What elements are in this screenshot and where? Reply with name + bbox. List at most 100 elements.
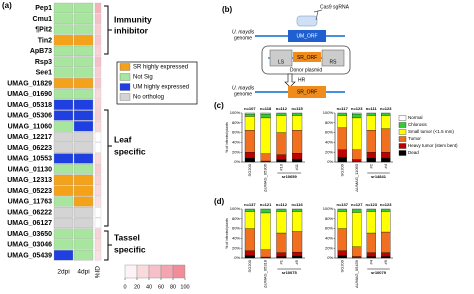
bar-segment	[276, 252, 287, 257]
ls-label: LS	[278, 59, 285, 65]
x-tick-label: ΔUMAG_05439	[354, 259, 359, 288]
bar-segment	[337, 255, 347, 259]
identity-cell	[94, 174, 102, 186]
bar-segment	[260, 249, 271, 258]
group-label: specific	[114, 244, 146, 254]
genome-label: genome	[234, 35, 252, 41]
bar-segment	[292, 208, 303, 212]
sr-orf	[288, 86, 326, 98]
legend-swatch	[398, 129, 407, 135]
heatmap-cell	[73, 99, 94, 110]
heatmap-cell	[73, 121, 94, 132]
colorbar-segment	[136, 264, 150, 279]
sr-orf-label: SR_ORF	[297, 89, 317, 95]
bar-segment	[292, 115, 303, 131]
x-tick-label: SG200	[247, 259, 252, 272]
colorbar-tick-label: 20	[134, 284, 140, 290]
bar-segment	[244, 255, 255, 259]
y-tick-label: 100%	[323, 206, 334, 211]
row-label: Cmu1	[33, 16, 53, 23]
bar-segment	[276, 208, 287, 212]
bar-segment	[381, 231, 391, 253]
heatmap-cell	[53, 239, 74, 250]
bar-segment	[292, 158, 303, 163]
legend-swatch	[119, 83, 131, 91]
n-label: n=121	[260, 202, 272, 207]
bar-segment	[260, 212, 271, 250]
row-label: UMAG_10553	[7, 156, 52, 163]
heatmap-cell	[53, 207, 74, 218]
bar-segment	[381, 157, 391, 163]
row-label: UMAG_01690	[7, 91, 52, 98]
n-label: n=123	[380, 106, 392, 111]
bar-segment	[276, 154, 287, 160]
identity-cell	[94, 121, 102, 132]
y-axis-label: % of infected plants	[225, 122, 229, 153]
identity-cell	[94, 99, 102, 110]
colorbar-segment	[148, 264, 162, 279]
panel-label: (c)	[214, 101, 224, 110]
heatmap-cell	[53, 45, 74, 57]
heatmap-cell	[73, 13, 94, 24]
row-label: UMAG_05306	[7, 113, 52, 120]
bar-segment	[244, 211, 255, 229]
identity-cell	[94, 142, 102, 153]
heatmap-cell	[53, 110, 74, 121]
bar-segment	[260, 208, 271, 214]
bar-segment	[366, 211, 376, 234]
bar-segment	[276, 256, 287, 259]
row-label: See1	[36, 70, 52, 77]
identity-cell	[94, 67, 102, 78]
y-tick-label: 80%	[232, 216, 240, 221]
y-tick-label: 40%	[325, 235, 333, 240]
legend-swatch	[119, 63, 131, 71]
row-label: UMAG_06127	[7, 220, 52, 227]
bar-segment	[381, 208, 391, 212]
y-tick-label: 20%	[325, 149, 333, 154]
bar-segment	[366, 232, 376, 253]
legend-swatch	[398, 143, 407, 149]
y-tick-label: 20%	[232, 245, 240, 250]
heatmap-cell	[73, 185, 94, 196]
heatmap-cell	[53, 217, 74, 229]
heatmap-cell	[53, 153, 74, 164]
heatmap-cell	[53, 99, 74, 110]
heatmap-cell	[53, 56, 74, 67]
heatmap-cell	[53, 78, 74, 89]
heatmap-cell	[73, 207, 94, 218]
n-label: n=112	[276, 106, 288, 111]
bar-segment	[366, 256, 376, 259]
x-tick-label: #2	[368, 163, 373, 168]
um-orf	[288, 30, 326, 42]
heatmap-cell	[73, 250, 94, 261]
legend-swatch	[398, 136, 407, 142]
heatmap-cell	[73, 164, 94, 175]
panel-label: (b)	[222, 5, 233, 14]
y-tick-label: 100%	[230, 206, 241, 211]
legend-label: Not Sig	[133, 75, 153, 81]
heatmap-cell	[53, 2, 74, 14]
heatmap-cell	[53, 131, 74, 143]
bar-segment	[381, 211, 391, 233]
group-label: sr10659	[282, 174, 298, 179]
n-label: n=137	[244, 202, 256, 207]
bar-segment	[366, 129, 376, 153]
y-tick-label: 40%	[232, 235, 240, 240]
y-tick-label: 0%	[234, 255, 240, 260]
heatmap-cell	[53, 142, 74, 153]
y-tick-label: 60%	[325, 130, 333, 135]
bar-segment	[244, 250, 255, 256]
identity-cell	[94, 217, 102, 229]
x-tick-label: #4	[383, 163, 388, 168]
x-tick-label: #4	[368, 259, 373, 264]
y-tick-label: 0%	[327, 159, 333, 164]
row-label: UMAG_11060	[8, 123, 52, 130]
legend-label: No ortholog	[133, 95, 164, 101]
bar-segment	[244, 208, 255, 212]
row-label: UMAG_05223	[7, 188, 52, 195]
heatmap-cell	[53, 174, 74, 186]
bar-segment	[352, 246, 362, 257]
y-tick-label: 0%	[327, 255, 333, 260]
legend-label: Small tumor (<1.5 mm)	[408, 129, 454, 134]
